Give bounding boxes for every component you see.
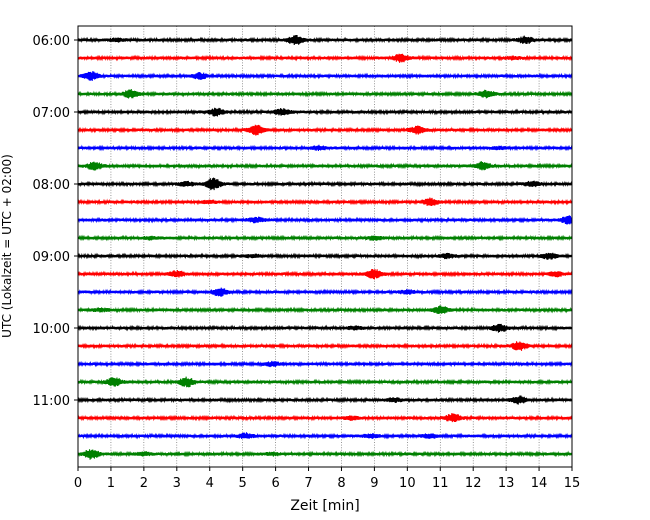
trace-line [77, 107, 573, 117]
trace [77, 234, 573, 242]
trace [77, 144, 573, 152]
y-axis-label: UTC (Lokalzeit = UTC + 02:00) [0, 154, 14, 338]
x-tick-label: 7 [304, 476, 312, 491]
trace-line [77, 252, 573, 260]
x-tick-label: 3 [173, 476, 181, 491]
trace-line [77, 197, 573, 207]
y-tick-label: 08:00 [33, 178, 70, 193]
trace [77, 53, 573, 63]
trace [77, 449, 573, 460]
x-tick-label: 8 [337, 476, 345, 491]
trace [77, 432, 573, 440]
trace-line [77, 376, 573, 388]
grid-lines [110, 26, 540, 467]
y-tick-label: 07:00 [33, 106, 70, 121]
trace [77, 161, 573, 171]
trace [77, 88, 573, 99]
trace [77, 413, 573, 423]
trace-line [77, 287, 573, 297]
trace-line [77, 268, 573, 280]
trace [77, 177, 573, 191]
trace-line [77, 360, 573, 368]
trace-line [77, 144, 573, 152]
y-axis: 06:00 07:00 08:00 09:00 10:00 11:00 [33, 34, 78, 409]
trace-line [77, 432, 573, 440]
x-tick-label: 0 [74, 476, 82, 491]
trace [77, 252, 573, 260]
y-tick-label: 09:00 [33, 250, 70, 265]
trace-line [77, 88, 573, 99]
trace [77, 305, 573, 314]
trace-line [77, 413, 573, 423]
trace [77, 341, 573, 351]
x-tick-label: 13 [498, 476, 515, 491]
trace-line [77, 34, 573, 46]
trace-line [77, 234, 573, 242]
y-tick-label: 06:00 [33, 34, 70, 49]
x-tick-label: 4 [206, 476, 214, 491]
trace-line [77, 323, 573, 333]
plot-frame [77, 25, 573, 468]
x-tick-label: 10 [399, 476, 416, 491]
x-tick-label: 2 [140, 476, 148, 491]
trace [77, 34, 573, 46]
trace [77, 71, 573, 81]
trace [77, 215, 573, 225]
y-tick-label: 10:00 [33, 322, 70, 337]
x-tick-label: 1 [107, 476, 115, 491]
trace-line [77, 161, 573, 171]
trace-line [77, 124, 573, 136]
trace [77, 107, 573, 117]
x-axis-label: Zeit [min] [290, 498, 359, 514]
trace-group [77, 34, 573, 460]
x-tick-label: 6 [271, 476, 279, 491]
trace [77, 323, 573, 333]
x-tick-label: 5 [239, 476, 247, 491]
x-tick-label: 15 [564, 476, 581, 491]
trace [77, 268, 573, 280]
y-tick-label: 11:00 [33, 394, 70, 409]
trace-line [77, 177, 573, 191]
trace-line [77, 449, 573, 460]
trace-line [77, 395, 573, 405]
x-tick-label: 12 [465, 476, 482, 491]
x-tick-label: 14 [531, 476, 548, 491]
trace [77, 197, 573, 207]
trace-line [77, 341, 573, 351]
trace [77, 124, 573, 136]
trace [77, 395, 573, 405]
trace-line [77, 71, 573, 81]
trace [77, 376, 573, 388]
x-tick-label: 9 [370, 476, 378, 491]
x-axis: 0 1 2 3 4 5 6 7 8 9 10 11 12 13 14 15 [74, 467, 580, 491]
trace-line [77, 305, 573, 314]
trace [77, 287, 573, 297]
x-tick-label: 11 [432, 476, 449, 491]
trace-line [77, 215, 573, 225]
trace [77, 360, 573, 368]
trace-line [77, 53, 573, 63]
